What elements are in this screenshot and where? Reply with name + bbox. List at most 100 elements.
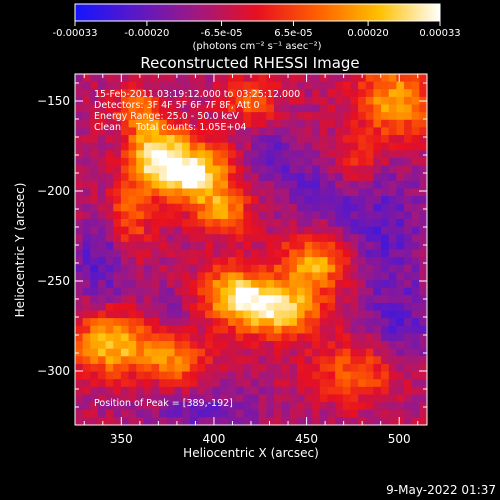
heatmap-cell [120, 280, 130, 289]
heatmap-cell [220, 127, 229, 136]
heatmap-cell [128, 135, 137, 144]
heatmap-cell [289, 165, 298, 174]
heatmap-cell [358, 241, 367, 251]
heatmap-cell [358, 157, 367, 167]
heatmap-cell [289, 348, 298, 357]
heatmap-cell [411, 257, 420, 266]
heatmap-cell [373, 325, 382, 335]
heatmap-cell [281, 325, 290, 335]
heatmap-cell [411, 157, 420, 167]
heatmap-cell [365, 81, 375, 90]
heatmap-cell [411, 119, 420, 129]
heatmap-cell [396, 234, 405, 243]
heatmap-cell [120, 119, 130, 129]
heatmap-cell [358, 203, 367, 212]
heatmap-cell [212, 211, 221, 220]
heatmap-cell [258, 409, 267, 418]
heatmap-cell [97, 333, 107, 342]
heatmap-cell [327, 379, 336, 388]
heatmap-cell [120, 188, 130, 197]
heatmap-cell [381, 287, 390, 296]
heatmap-cell [120, 257, 130, 266]
heatmap-cell [113, 135, 122, 144]
heatmap-cell [419, 226, 427, 235]
heatmap-cell [90, 150, 99, 159]
heatmap-cell [159, 264, 168, 273]
heatmap-cell [189, 211, 199, 220]
heatmap-cell [159, 325, 168, 335]
heatmap-cell [304, 402, 313, 411]
heatmap-cell [350, 104, 359, 113]
heatmap-cell [381, 218, 390, 228]
heatmap-cell [273, 272, 283, 281]
heatmap-cell [381, 165, 390, 174]
heatmap-cell [350, 348, 359, 357]
heatmap-cell [373, 241, 382, 251]
heatmap-cell [128, 218, 137, 228]
heatmap-cell [90, 188, 99, 197]
heatmap-cell [381, 112, 390, 121]
heatmap-cell [396, 333, 405, 342]
heatmap-cell [113, 257, 122, 266]
heatmap-cell [189, 264, 199, 273]
heatmap-cell [205, 325, 214, 335]
heatmap-cell [388, 127, 397, 136]
heatmap-cell [228, 356, 237, 365]
heatmap-cell [273, 325, 283, 335]
heatmap-cell [258, 135, 267, 144]
heatmap-cell [281, 333, 290, 342]
heatmap-cell [228, 386, 237, 396]
heatmap-cell [143, 318, 153, 327]
heatmap-cell [182, 257, 191, 266]
heatmap-cell [143, 173, 153, 182]
heatmap-cell [335, 142, 344, 151]
heatmap-cell [235, 104, 244, 113]
colorbar-tick-label: -0.00033 [53, 28, 98, 39]
heatmap-cell [120, 371, 130, 380]
heatmap-cell [350, 325, 359, 335]
heatmap-cell [113, 341, 122, 350]
heatmap-cell [97, 81, 107, 90]
heatmap-cell [228, 211, 237, 220]
heatmap-cell [82, 341, 91, 350]
heatmap-cell [350, 272, 359, 281]
heatmap-cell [411, 173, 420, 182]
heatmap-cell [296, 295, 306, 304]
heatmap-cell [281, 119, 290, 129]
heatmap-cell [82, 218, 91, 228]
heatmap-cell [419, 234, 427, 243]
heatmap-cell [197, 188, 206, 197]
heatmap-cell [419, 249, 427, 258]
heatmap-cell [327, 234, 336, 243]
heatmap-cell [327, 157, 336, 167]
heatmap-cell [273, 150, 283, 159]
heatmap-cell [82, 188, 91, 197]
heatmap-cell [258, 96, 267, 106]
heatmap-cell [419, 325, 427, 335]
heatmap-cell [266, 157, 275, 167]
heatmap-cell [342, 371, 352, 380]
heatmap-cell [159, 257, 168, 266]
chart-title: Reconstructed RHESSI Image [140, 54, 359, 72]
heatmap-cell [235, 119, 244, 129]
heatmap-cell [258, 165, 267, 174]
heatmap-cell [166, 211, 176, 220]
heatmap-cell [251, 272, 260, 281]
heatmap-cell [404, 257, 413, 266]
heatmap-cell [273, 402, 283, 411]
heatmap-cell [365, 196, 375, 205]
heatmap-cell [281, 81, 290, 90]
heatmap-cell [350, 371, 359, 380]
heatmap-cell [90, 81, 99, 90]
heatmap-cell [319, 386, 329, 396]
heatmap-cell [404, 234, 413, 243]
heatmap-cell [304, 119, 313, 129]
heatmap-cell [228, 142, 237, 151]
heatmap-cell [189, 371, 199, 380]
heatmap-cell [358, 196, 367, 205]
heatmap-cell [266, 150, 275, 159]
heatmap-cell [281, 112, 290, 121]
heatmap-cell [205, 196, 214, 205]
heatmap-cell [97, 104, 107, 113]
heatmap-cell [312, 264, 321, 273]
